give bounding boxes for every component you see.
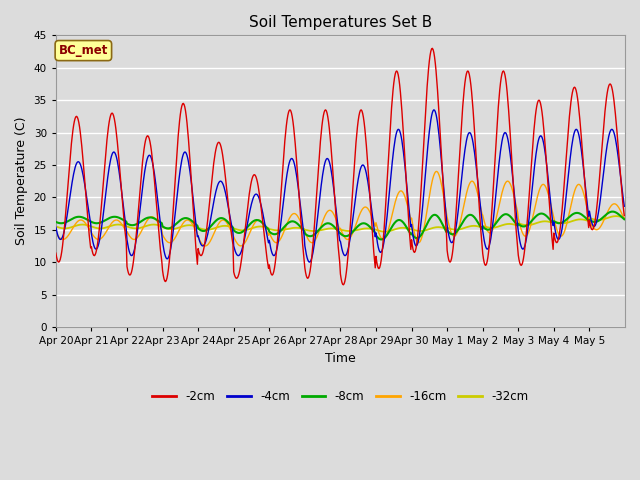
Title: Soil Temperatures Set B: Soil Temperatures Set B xyxy=(249,15,432,30)
Y-axis label: Soil Temperature (C): Soil Temperature (C) xyxy=(15,117,28,245)
X-axis label: Time: Time xyxy=(325,351,356,364)
Legend: -2cm, -4cm, -8cm, -16cm, -32cm: -2cm, -4cm, -8cm, -16cm, -32cm xyxy=(148,385,533,408)
Text: BC_met: BC_met xyxy=(59,44,108,57)
